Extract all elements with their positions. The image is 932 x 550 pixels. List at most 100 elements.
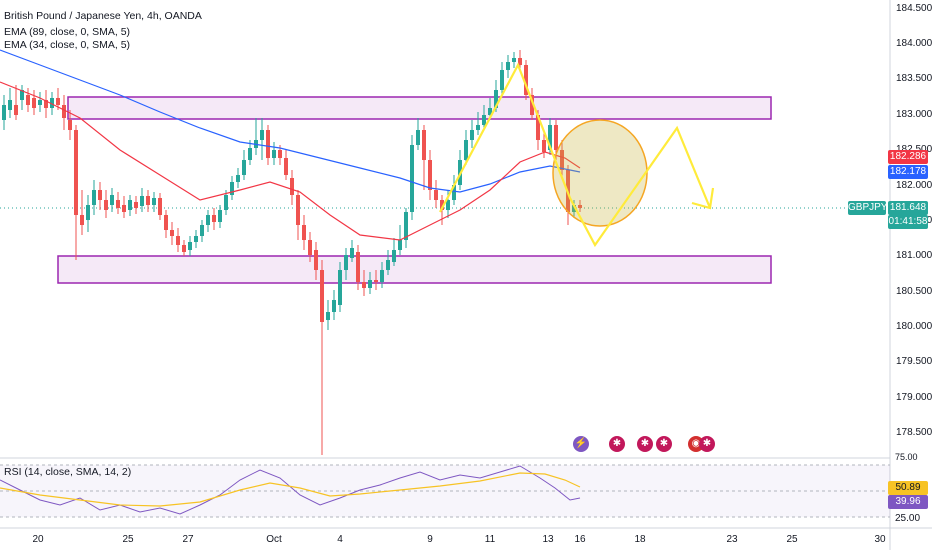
rsi-top-label: 75.00: [895, 452, 918, 462]
candle-body: [494, 90, 498, 108]
ema-34-line: [0, 81, 581, 241]
candle-body: [416, 130, 420, 145]
candle-body: [176, 236, 180, 245]
flash-icon[interactable]: ⚡: [573, 436, 589, 452]
uk-flag-icon[interactable]: ✱: [609, 436, 625, 452]
candle-body: [572, 205, 576, 212]
candle-body: [230, 182, 234, 195]
ema-34-legend[interactable]: EMA (34, close, 0, SMA, 5): [4, 39, 131, 51]
candle-body: [74, 130, 78, 215]
candle-body: [314, 250, 318, 270]
candle-body: [212, 215, 216, 222]
candle-body: [236, 175, 240, 182]
candle-body: [374, 280, 378, 282]
time-axis-label: 27: [182, 534, 194, 545]
candle-body: [242, 160, 246, 175]
ema-89-legend[interactable]: EMA (89, close, 0, SMA, 5): [4, 26, 131, 38]
candle-body: [422, 130, 426, 160]
candle-body: [278, 150, 282, 158]
rsi-bottom-label: 25.00: [895, 513, 921, 524]
price-axis-label: 179.500: [896, 356, 932, 367]
rsi-legend[interactable]: RSI (14, close, SMA, 14, 2): [4, 466, 132, 478]
price-axis-label: 178.500: [896, 427, 932, 438]
bar-countdown-tag: 01:41:58: [888, 215, 928, 229]
candle-body: [170, 230, 174, 236]
time-axis-label: 30: [874, 534, 886, 545]
candle-body: [506, 62, 510, 70]
candle-body: [26, 95, 30, 105]
time-axis-label: 11: [485, 534, 496, 545]
time-axis[interactable]: 20 25 27 Oct 4 9 11 13 16 18 23 25 30: [32, 534, 886, 545]
price-axis-label: 179.000: [896, 392, 932, 403]
candle-body: [308, 240, 312, 255]
candle-body: [158, 198, 162, 215]
candle-body: [512, 58, 516, 62]
candle-body: [266, 130, 270, 158]
support-zone[interactable]: [57, 255, 772, 284]
candle-body: [110, 195, 114, 205]
price-axis-label: 180.000: [896, 321, 932, 332]
last-price-tag: 181.648: [888, 201, 928, 215]
candle-body: [8, 100, 12, 110]
candle-body: [482, 115, 486, 125]
candle-body: [344, 255, 348, 270]
candle-body: [518, 58, 522, 65]
candle-body: [80, 215, 84, 225]
candle-body: [50, 98, 54, 108]
candle-body: [2, 105, 6, 120]
candle-body: [404, 212, 408, 240]
candle-body: [104, 200, 108, 210]
candle-body: [56, 98, 60, 105]
uk-flag-icon[interactable]: ✱: [699, 436, 715, 452]
uk-flag-icon[interactable]: ✱: [637, 436, 653, 452]
candle-body: [410, 145, 414, 212]
resistance-zone[interactable]: [67, 96, 772, 120]
candle-body: [284, 158, 288, 175]
candle-body: [548, 125, 552, 150]
candle-body: [542, 140, 546, 152]
candle-body: [272, 150, 276, 158]
price-axis-label: 182.500: [896, 144, 932, 155]
candle-body: [14, 105, 18, 115]
rsi-ma-value-tag: 50.89: [888, 481, 928, 495]
candle-body: [500, 70, 504, 90]
candle-body: [524, 65, 528, 95]
time-axis-label: 18: [634, 534, 646, 545]
candle-body: [470, 130, 474, 140]
arrow-head: [691, 187, 715, 210]
candle-body: [554, 125, 558, 150]
candle-body: [560, 150, 564, 170]
candle-body: [38, 100, 42, 105]
candle-body: [338, 270, 342, 305]
candle-body: [182, 245, 186, 252]
candle-body: [146, 196, 150, 205]
candle-body: [128, 200, 132, 210]
candle-body: [62, 105, 66, 118]
candle-body: [296, 195, 300, 225]
candle-body: [578, 205, 582, 208]
time-axis-label: 25: [786, 534, 798, 545]
candle-body: [122, 205, 126, 212]
candle-body: [134, 202, 138, 208]
zigzag-drawing[interactable]: [439, 62, 712, 248]
uk-flag-icon[interactable]: ✱: [656, 436, 672, 452]
ema-89-line: [0, 49, 581, 193]
candle-body: [86, 205, 90, 220]
candle-body: [20, 90, 24, 100]
time-axis-label: 4: [337, 534, 343, 545]
candle-body: [116, 200, 120, 208]
candle-body: [368, 280, 372, 288]
price-axis-label: 181.000: [896, 250, 932, 261]
candle-body: [164, 215, 168, 230]
candle-body: [302, 225, 306, 240]
candle-body: [434, 190, 438, 200]
symbol-title[interactable]: British Pound / Japanese Yen, 4h, OANDA: [4, 10, 202, 22]
rsi-line: [0, 465, 581, 515]
ema-34-price-tag: 182.178: [888, 165, 928, 179]
highlight-ellipse[interactable]: [552, 119, 648, 227]
candle-body: [152, 198, 156, 205]
rsi-value-tag: 39.96: [888, 495, 928, 509]
time-axis-label: 25: [122, 534, 134, 545]
candle-body: [446, 200, 450, 210]
